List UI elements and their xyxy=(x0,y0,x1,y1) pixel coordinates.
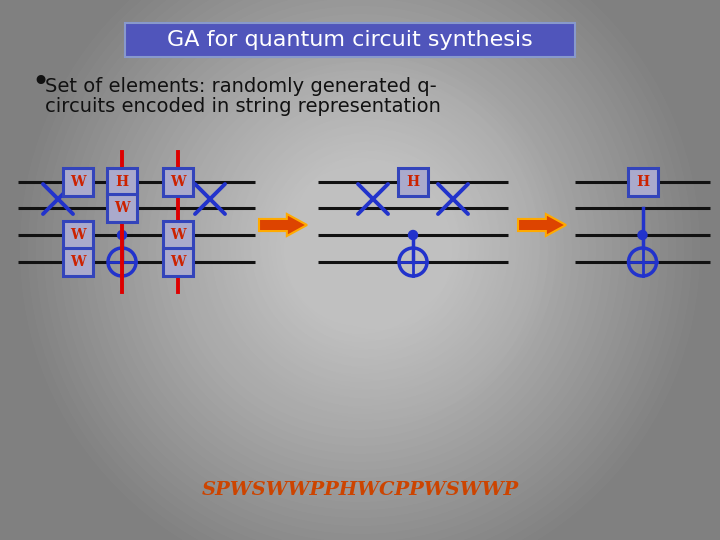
FancyBboxPatch shape xyxy=(63,221,93,249)
Text: W: W xyxy=(114,201,130,215)
Text: H: H xyxy=(115,175,129,189)
FancyBboxPatch shape xyxy=(125,23,575,57)
Text: W: W xyxy=(170,255,186,269)
Text: H: H xyxy=(636,175,649,189)
Text: H: H xyxy=(406,175,420,189)
FancyBboxPatch shape xyxy=(63,168,93,196)
Text: circuits encoded in string representation: circuits encoded in string representatio… xyxy=(45,97,441,116)
Circle shape xyxy=(408,231,418,240)
FancyBboxPatch shape xyxy=(107,194,137,222)
Text: W: W xyxy=(70,228,86,242)
FancyBboxPatch shape xyxy=(628,168,657,196)
FancyBboxPatch shape xyxy=(63,248,93,276)
FancyArrow shape xyxy=(259,214,307,236)
Text: •: • xyxy=(31,69,49,98)
FancyBboxPatch shape xyxy=(107,168,137,196)
Circle shape xyxy=(638,231,647,240)
Text: W: W xyxy=(70,175,86,189)
FancyArrow shape xyxy=(518,214,566,236)
Text: W: W xyxy=(70,255,86,269)
FancyBboxPatch shape xyxy=(163,248,193,276)
Text: Set of elements: randomly generated q-: Set of elements: randomly generated q- xyxy=(45,77,437,96)
FancyBboxPatch shape xyxy=(398,168,428,196)
Text: W: W xyxy=(170,228,186,242)
Text: SPWSWWPPHWCPPWSWWP: SPWSWWPPHWCPPWSWWP xyxy=(202,481,518,499)
Text: GA for quantum circuit synthesis: GA for quantum circuit synthesis xyxy=(167,30,533,50)
Text: W: W xyxy=(170,175,186,189)
FancyBboxPatch shape xyxy=(163,221,193,249)
Circle shape xyxy=(117,231,127,240)
FancyBboxPatch shape xyxy=(163,168,193,196)
